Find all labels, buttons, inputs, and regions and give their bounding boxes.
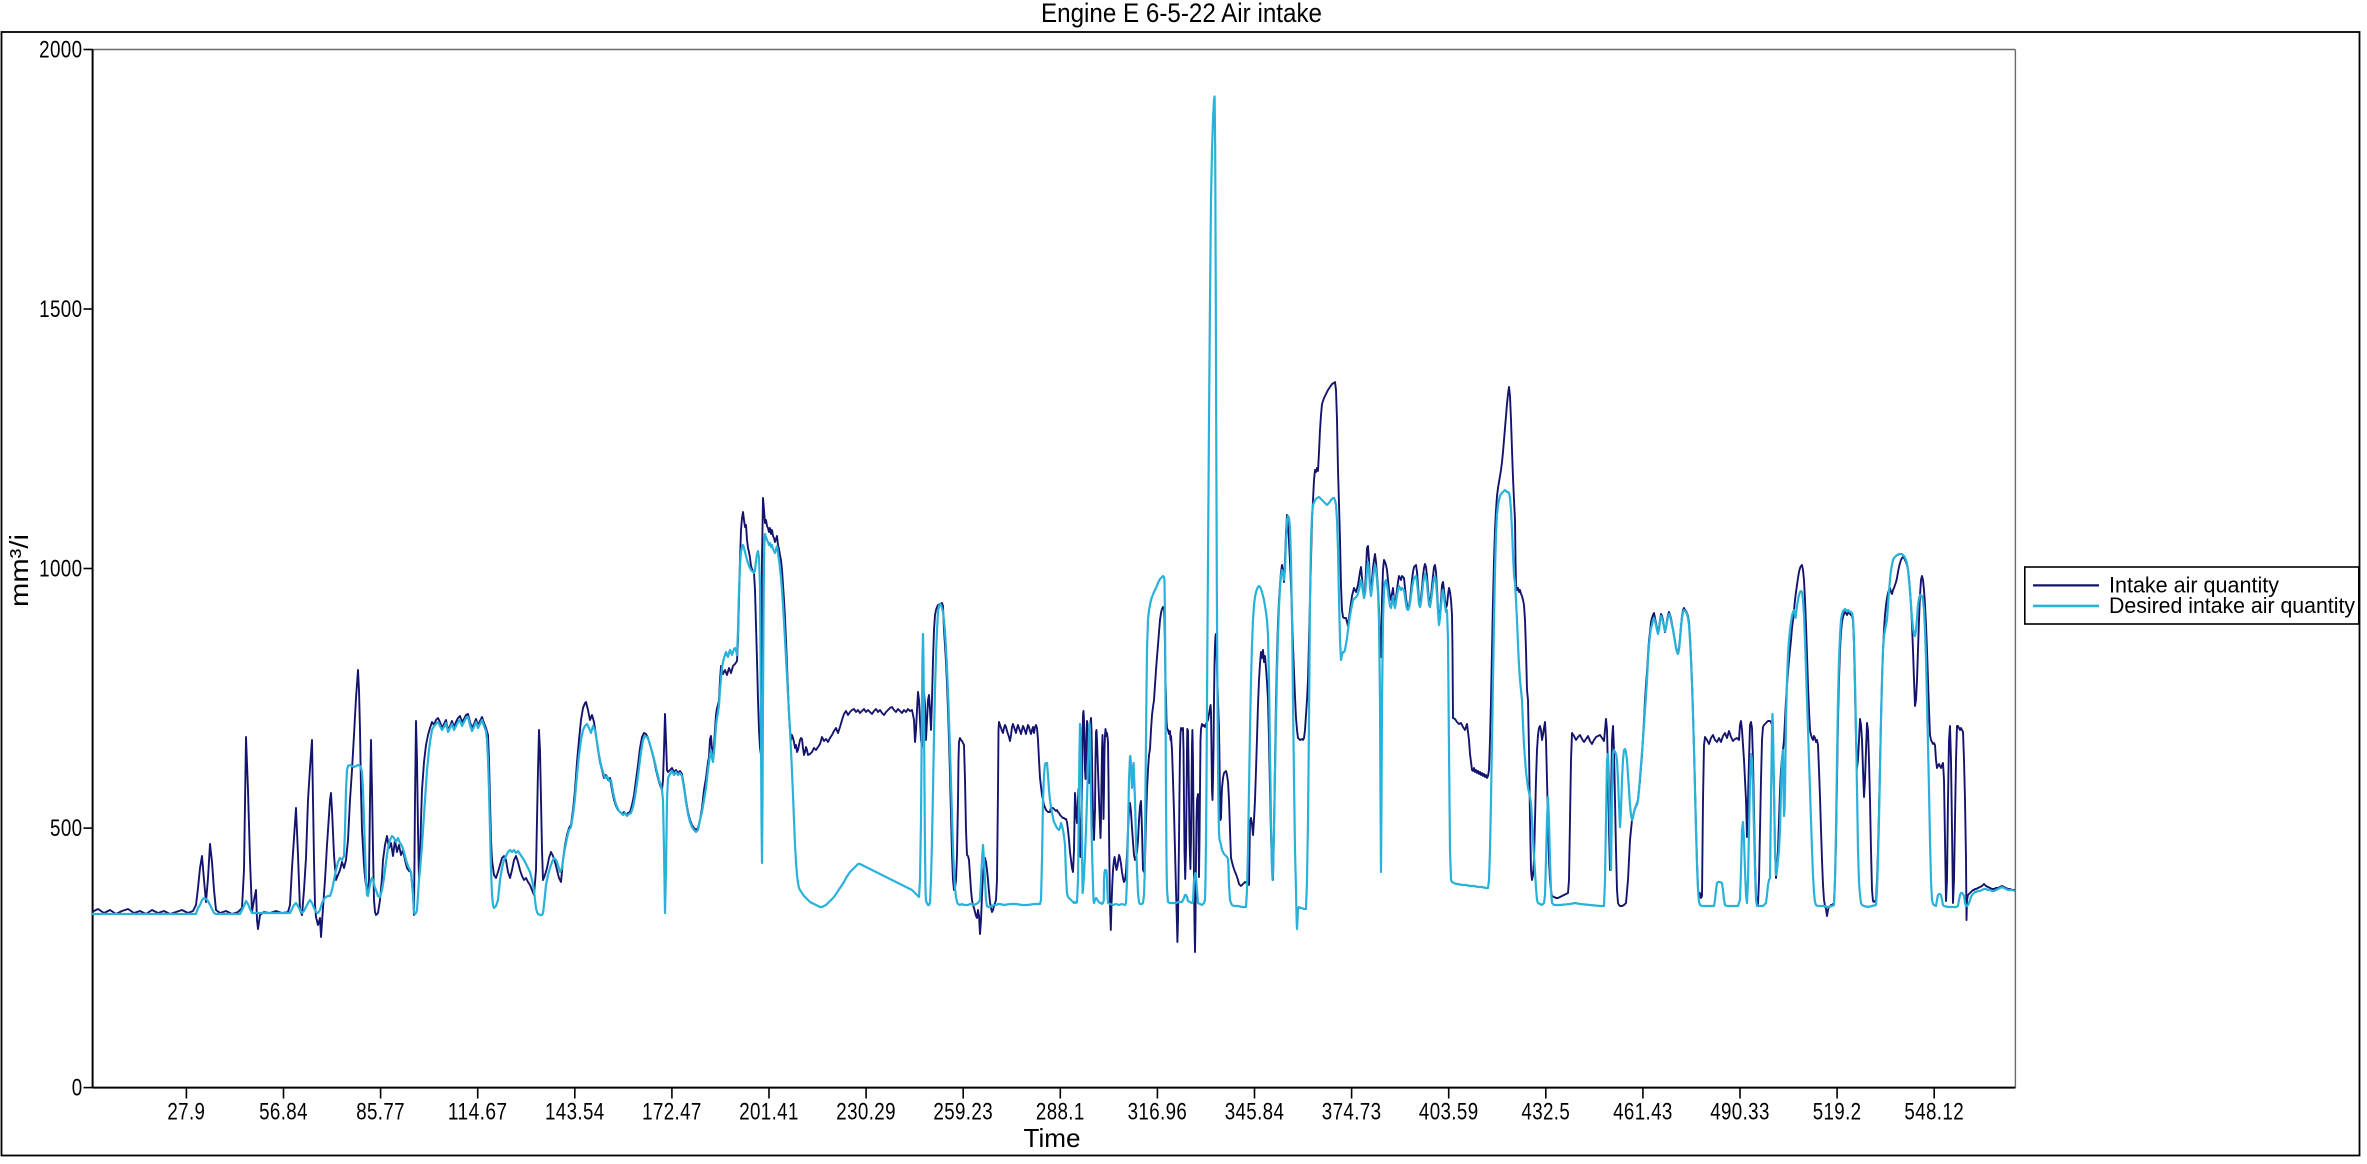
svg-text:172.47: 172.47 (642, 1099, 702, 1126)
svg-text:288.1: 288.1 (1036, 1099, 1085, 1126)
svg-text:1000: 1000 (39, 556, 82, 583)
svg-text:1500: 1500 (39, 296, 82, 323)
svg-text:Intake air quantity: Intake air quantity (2109, 573, 2279, 598)
svg-text:0: 0 (72, 1075, 83, 1102)
svg-text:403.59: 403.59 (1419, 1099, 1479, 1126)
svg-text:230.29: 230.29 (836, 1099, 896, 1126)
svg-text:143.54: 143.54 (545, 1099, 605, 1126)
svg-text:27.9: 27.9 (167, 1099, 205, 1126)
svg-text:114.67: 114.67 (448, 1099, 508, 1126)
svg-text:2000: 2000 (39, 37, 82, 64)
svg-text:500: 500 (50, 815, 83, 842)
svg-text:548.12: 548.12 (1904, 1099, 1964, 1126)
svg-text:Engine E 6-5-22 Air intake: Engine E 6-5-22 Air intake (1041, 0, 1322, 28)
svg-text:432.5: 432.5 (1521, 1099, 1570, 1126)
svg-text:374.73: 374.73 (1322, 1099, 1382, 1126)
svg-text:519.2: 519.2 (1813, 1099, 1862, 1126)
svg-text:201.41: 201.41 (739, 1099, 799, 1126)
svg-text:490.33: 490.33 (1710, 1099, 1770, 1126)
svg-text:85.77: 85.77 (356, 1099, 405, 1126)
svg-text:Desired intake air quantity: Desired intake air quantity (2109, 593, 2355, 618)
svg-text:Time: Time (1024, 1123, 1081, 1153)
svg-text:316.96: 316.96 (1128, 1099, 1188, 1126)
svg-text:56.84: 56.84 (259, 1099, 308, 1126)
svg-text:345.84: 345.84 (1225, 1099, 1285, 1126)
svg-text:259.23: 259.23 (933, 1099, 993, 1126)
svg-text:461.43: 461.43 (1613, 1099, 1673, 1126)
svg-text:mm³/i: mm³/i (4, 534, 34, 607)
